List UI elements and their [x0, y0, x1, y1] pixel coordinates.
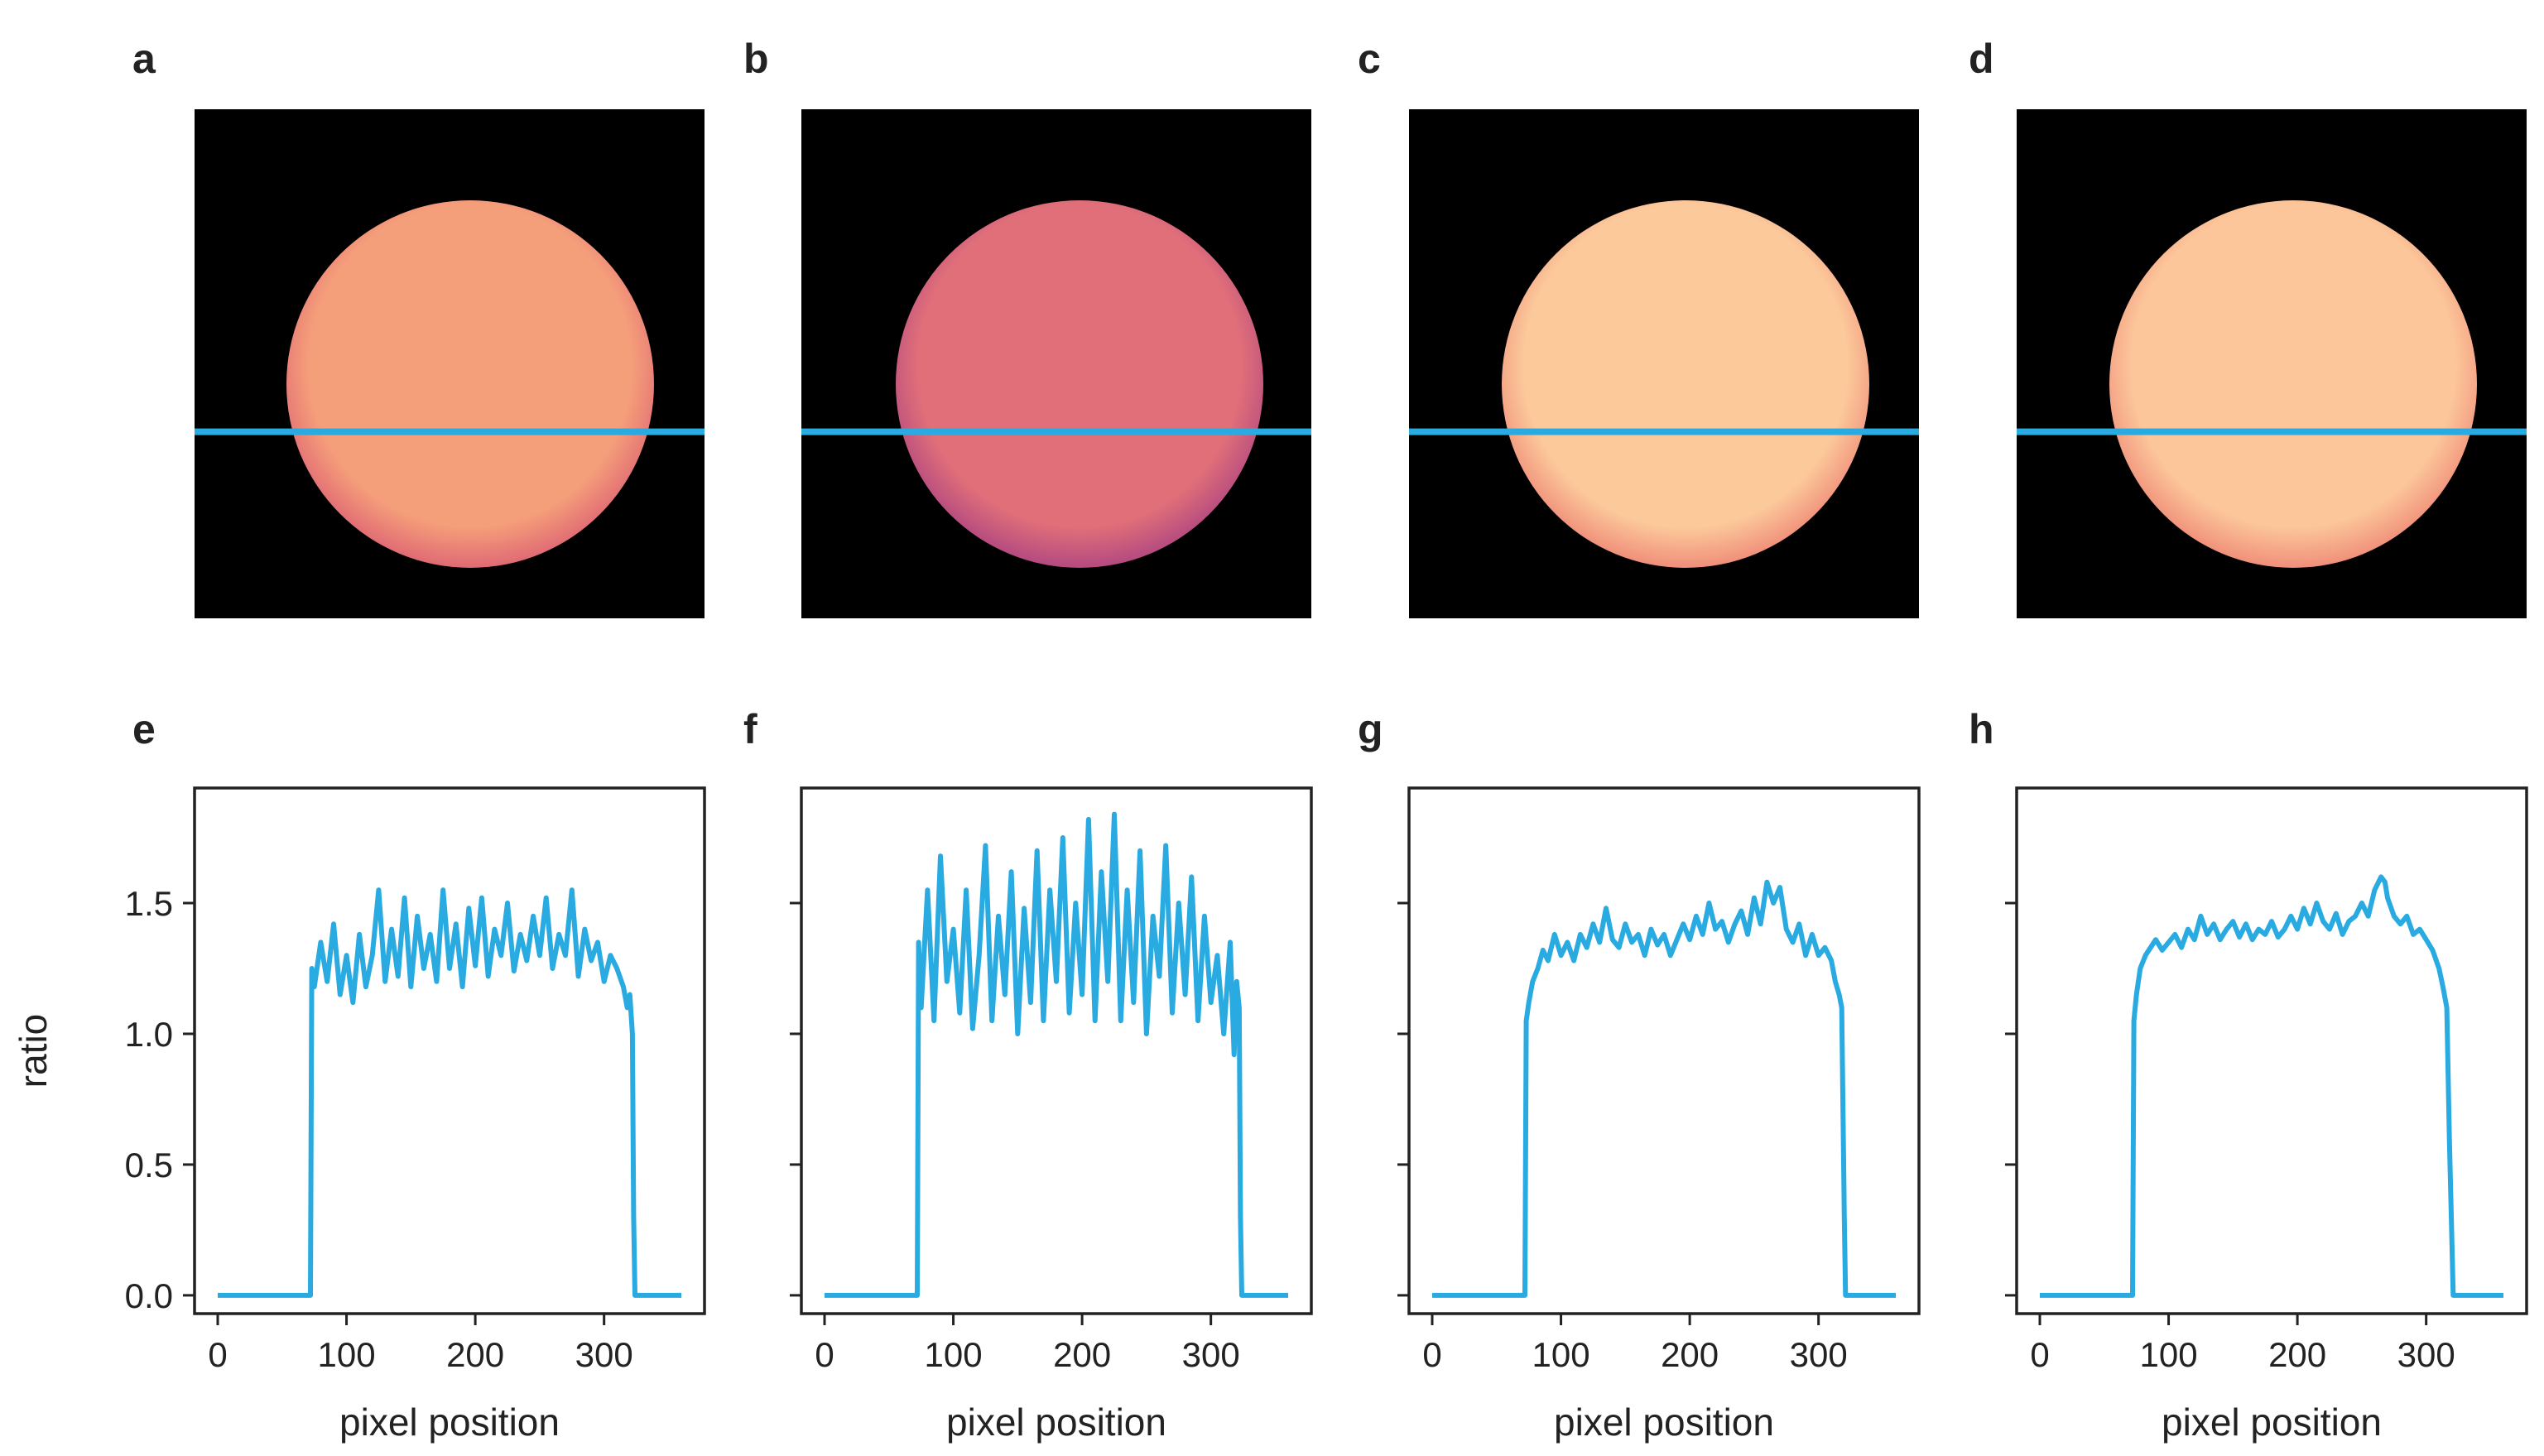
disc-a [286, 200, 654, 568]
chart-f: f 0 100 200 300 pixel position [743, 706, 1313, 1444]
x-tick-label-g-200: 200 [1661, 1335, 1719, 1374]
x-axis-label-h: pixel position [2162, 1401, 2382, 1444]
x-tick-label-g-300: 300 [1790, 1335, 1848, 1374]
x-axis-label-f: pixel position [946, 1401, 1166, 1444]
x-axis-label-g: pixel position [1554, 1401, 1774, 1444]
chart-g: g 0 100 200 300 pixel position [1358, 706, 1921, 1444]
x-tick-label-e-200: 200 [446, 1335, 504, 1374]
panel-label-e: e [132, 706, 156, 752]
panel-label-a: a [132, 36, 156, 82]
panel-label-h: h [1969, 706, 1994, 752]
plot-frame-h [2015, 786, 2528, 1315]
ratio-series-line-h [2040, 874, 2503, 1298]
x-tick-label-h-100: 100 [2140, 1335, 2198, 1374]
ratio-series-line-g [1432, 879, 1896, 1298]
panel-label-f: f [743, 706, 757, 752]
disc-b [896, 200, 1263, 568]
x-tick-label-f-0: 0 [815, 1335, 834, 1374]
y-tick-label-e-1: 1.0 [125, 1015, 173, 1054]
panel-label-b: b [743, 36, 769, 82]
plot-frame-g [1407, 786, 1921, 1315]
image-panel-c: c [1358, 36, 1919, 618]
ratio-series-line-e [218, 887, 681, 1298]
disc-d [2109, 200, 2477, 568]
disc-c [1502, 200, 1869, 568]
x-axis-label-e: pixel position [339, 1401, 560, 1444]
x-tick-label-e-100: 100 [318, 1335, 376, 1374]
ratio-series-line-f [825, 811, 1288, 1298]
plot-frame-e [193, 786, 706, 1315]
y-axis-label: ratio [12, 1014, 55, 1088]
panel-label-g: g [1358, 706, 1383, 752]
x-tick-label-f-100: 100 [925, 1335, 983, 1374]
x-tick-label-h-200: 200 [2268, 1335, 2326, 1374]
panel-label-c: c [1358, 36, 1381, 82]
x-tick-label-e-0: 0 [208, 1335, 227, 1374]
y-tick-label-e-0.5: 0.5 [125, 1146, 173, 1185]
x-tick-label-h-0: 0 [2030, 1335, 2049, 1374]
x-tick-label-g-100: 100 [1532, 1335, 1590, 1374]
y-tick-label-e-1.5: 1.5 [125, 884, 173, 923]
plot-frame-f [800, 786, 1313, 1315]
y-tick-label-e-0: 0.0 [125, 1276, 173, 1315]
chart-h: h 0 100 200 300 pixel position [1969, 706, 2528, 1444]
x-tick-label-f-300: 300 [1182, 1335, 1240, 1374]
x-tick-label-e-300: 300 [575, 1335, 633, 1374]
x-tick-label-h-300: 300 [2397, 1335, 2455, 1374]
chart-e: e 0 100 200 300 0.0 0.5 1.0 1.5 pixel position rat… [12, 706, 706, 1444]
image-panel-b: b [743, 36, 1311, 618]
x-tick-label-g-0: 0 [1422, 1335, 1441, 1374]
image-panel-d: d [1969, 36, 2527, 618]
x-tick-label-f-200: 200 [1053, 1335, 1111, 1374]
panel-label-d: d [1969, 36, 1994, 82]
image-panel-a: a [132, 36, 705, 618]
